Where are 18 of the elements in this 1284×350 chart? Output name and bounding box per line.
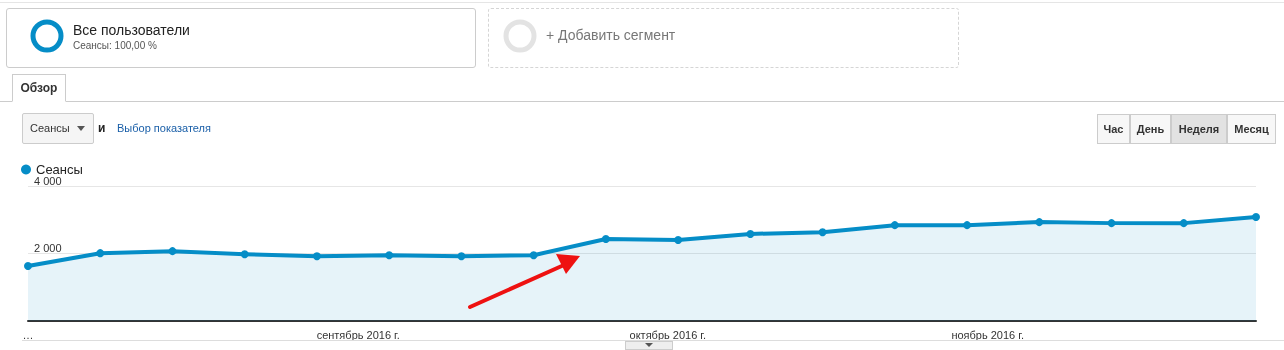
text: + Добавить сегмент (546, 27, 676, 43)
text: и (98, 121, 106, 135)
x-tick-label: ноябрь 2016 г. (951, 328, 1024, 341)
y-tick-label: 2 000 (34, 242, 62, 254)
text: День (1135, 123, 1166, 135)
text: Обзор (19, 81, 59, 95)
legend-label: Сеансы (36, 162, 83, 177)
text: Сеансы: 100,00 % (73, 40, 157, 51)
text: Все пользователи (73, 22, 190, 38)
text: Час (1102, 123, 1125, 135)
x-tick-label: сентябрь 2016 г. (316, 328, 400, 341)
text: Выбор показателя (117, 122, 211, 134)
text: Сеансы (30, 122, 70, 134)
x-tick-label: октябрь 2016 г. (629, 328, 707, 341)
y-tick-label: 4 000 (34, 174, 62, 187)
text: Неделя (1177, 123, 1221, 135)
x-tick-label: … (22, 328, 34, 341)
text: Месяц (1233, 123, 1270, 135)
